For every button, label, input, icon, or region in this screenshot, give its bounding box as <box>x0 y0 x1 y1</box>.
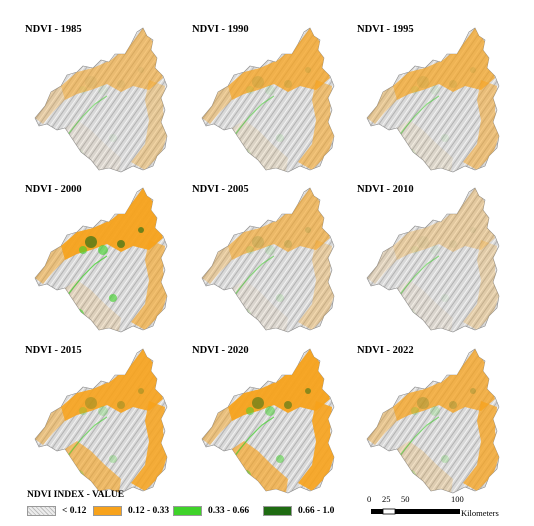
map-panel: NDVI - 2000 <box>21 180 189 340</box>
scale-unit: Kilometers <box>461 508 499 518</box>
map-panel: NDVI - 2020 <box>188 341 356 501</box>
legend-item-1: < 0.12 <box>27 504 86 518</box>
scale-tick-50: 50 <box>401 494 410 504</box>
scale-bar: 0 25 50 100 Kilometers <box>367 494 507 524</box>
legend-title: NDVI INDEX - VALUE <box>27 490 125 500</box>
legend-label-3: 0.33 - 0.66 <box>208 506 250 516</box>
ndvi-map <box>201 348 335 494</box>
legend-label-1: < 0.12 <box>62 506 87 516</box>
panel-title: NDVI - 2022 <box>357 345 414 356</box>
legend-item-2: 0.12 - 0.33 <box>93 504 169 518</box>
vegetation-layer <box>367 349 499 493</box>
vegetation-layer <box>35 28 167 172</box>
ndvi-map <box>366 187 500 333</box>
legend-swatch-1 <box>27 506 56 516</box>
legend-item-4: 0.66 - 1.0 <box>263 504 334 518</box>
vegetation-layer <box>35 188 167 332</box>
panel-title: NDVI - 2015 <box>25 345 82 356</box>
legend-label-4: 0.66 - 1.0 <box>298 506 335 516</box>
panel-title: NDVI - 1995 <box>357 24 414 35</box>
map-panel: NDVI - 1990 <box>188 20 356 180</box>
ndvi-map <box>34 27 168 173</box>
legend-swatch-3 <box>173 506 202 516</box>
vegetation-layer <box>35 349 167 493</box>
map-panel: NDVI - 2015 <box>21 341 189 501</box>
scale-bar-graphic <box>371 508 460 515</box>
ndvi-map <box>201 27 335 173</box>
ndvi-map <box>366 27 500 173</box>
ndvi-map <box>34 348 168 494</box>
panel-title: NDVI - 1990 <box>192 24 249 35</box>
map-panel: NDVI - 2022 <box>353 341 521 501</box>
ndvi-map <box>201 187 335 333</box>
legend-swatch-2 <box>93 506 122 516</box>
vegetation-layer <box>202 188 334 332</box>
map-panel: NDVI - 1985 <box>21 20 189 180</box>
vegetation-layer <box>202 28 334 172</box>
panel-title: NDVI - 2010 <box>357 184 414 195</box>
vegetation-layer <box>367 188 499 332</box>
panel-title: NDVI - 2005 <box>192 184 249 195</box>
panel-title: NDVI - 2020 <box>192 345 249 356</box>
vegetation-layer <box>367 28 499 172</box>
scale-tick-100: 100 <box>451 494 464 504</box>
scale-tick-25: 25 <box>382 494 391 504</box>
ndvi-map <box>34 187 168 333</box>
vegetation-layer <box>202 349 334 493</box>
scale-tick-0: 0 <box>367 494 372 504</box>
legend-item-3: 0.33 - 0.66 <box>173 504 249 518</box>
legend-label-2: 0.12 - 0.33 <box>128 506 170 516</box>
map-panel: NDVI - 2005 <box>188 180 356 340</box>
map-panel: NDVI - 2010 <box>353 180 521 340</box>
map-panel: NDVI - 1995 <box>353 20 521 180</box>
panel-title: NDVI - 1985 <box>25 24 82 35</box>
ndvi-map <box>366 348 500 494</box>
panel-title: NDVI - 2000 <box>25 184 82 195</box>
legend-swatch-4 <box>263 506 292 516</box>
